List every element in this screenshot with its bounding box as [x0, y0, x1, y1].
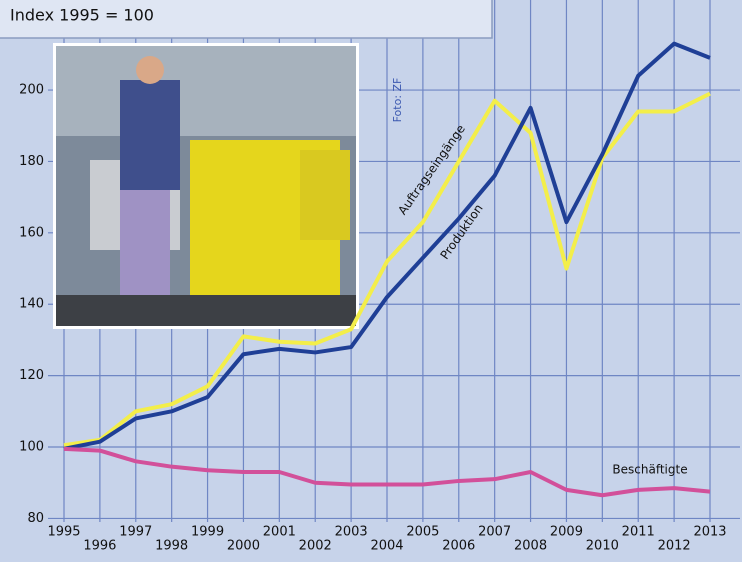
- title-box: [0, 0, 493, 39]
- x-tick-label: 2009: [550, 525, 583, 540]
- x-tick-label: 2005: [406, 525, 439, 540]
- series-label: Beschäftigte: [612, 463, 687, 477]
- x-tick-label: 1998: [155, 539, 188, 554]
- x-tick-label: 1997: [119, 525, 152, 540]
- y-tick-label: 180: [19, 154, 44, 169]
- x-tick-label: 1999: [191, 525, 224, 540]
- x-tick-label: 2011: [622, 525, 655, 540]
- y-tick-label: 160: [19, 225, 44, 240]
- photo: [53, 43, 359, 329]
- chart-title: Index 1995 = 100: [10, 6, 154, 25]
- x-tick-label: 2004: [370, 539, 403, 554]
- x-tick-label: 2000: [227, 539, 260, 554]
- x-tick-label: 2007: [478, 525, 511, 540]
- x-tick-label: 2010: [586, 539, 619, 554]
- x-tick-label: 1996: [83, 539, 116, 554]
- x-tick-label: 2012: [658, 539, 691, 554]
- y-tick-label: 100: [19, 440, 44, 455]
- x-tick-label: 2003: [335, 525, 368, 540]
- y-tick-label: 120: [19, 368, 44, 383]
- photo-credit: Foto: ZF: [391, 78, 404, 123]
- x-tick-label: 2006: [442, 539, 475, 554]
- x-tick-label: 1995: [47, 525, 80, 540]
- x-tick-label: 2013: [693, 525, 726, 540]
- plot: [63, 41, 711, 498]
- line: [63, 41, 711, 451]
- y-tick-label: 80: [27, 511, 44, 526]
- line: [63, 446, 711, 498]
- y-tick-label: 140: [19, 297, 44, 312]
- y-tick-label: 200: [19, 83, 44, 98]
- x-tick-label: 2008: [514, 539, 547, 554]
- x-tick-label: 2001: [263, 525, 296, 540]
- x-tick-label: 2002: [299, 539, 332, 554]
